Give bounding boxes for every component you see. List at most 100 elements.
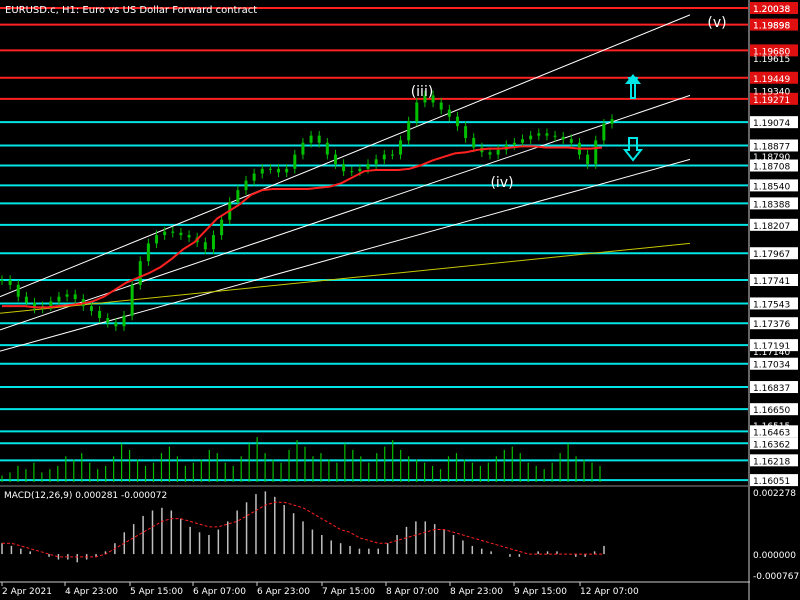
price-tick-label: 1.16515 — [753, 422, 790, 432]
candle-body — [399, 140, 403, 155]
candle-body — [293, 154, 297, 169]
candle-body — [236, 190, 240, 202]
wave-label: (iv) — [490, 175, 513, 191]
candle-body — [447, 109, 451, 117]
candle-body — [130, 284, 134, 316]
candle-body — [252, 173, 256, 181]
channel-line — [0, 242, 691, 314]
level-price-box — [750, 197, 798, 210]
wave-label: (v) — [707, 15, 726, 31]
channel-lines — [0, 14, 691, 352]
wave-labels: (iii) (iv) (v) — [411, 15, 727, 191]
macd-signal-line — [2, 501, 604, 558]
price-tick-label: 1.18790 — [753, 153, 790, 163]
level-price-box — [750, 403, 798, 416]
candle-body — [155, 235, 159, 244]
price-axis: 1.20038 1.19898 1.19680 1.19449 1.19271 1.190… — [748, 0, 799, 600]
candle-body — [333, 154, 337, 165]
level-price-label: 1.18877 — [753, 142, 790, 152]
candle-body — [260, 168, 264, 174]
channel-line — [0, 14, 691, 298]
candle-body — [49, 301, 53, 307]
level-price-box — [750, 44, 798, 57]
level-price-box — [750, 317, 798, 330]
wave-label: (iii) — [411, 84, 434, 100]
level-price-box — [750, 71, 798, 84]
time-tick-label: 12 Apr 07:00 — [580, 587, 639, 597]
level-price-box — [750, 273, 798, 286]
candle-body — [569, 139, 573, 143]
candle-body — [24, 296, 28, 303]
candle-body — [146, 243, 150, 262]
price-tick-label: 1.19615 — [753, 55, 790, 65]
candle-body — [455, 116, 459, 127]
level-price-label: 1.18708 — [753, 162, 790, 172]
level-price-box — [750, 357, 798, 370]
candle-body — [268, 168, 272, 170]
price-tick-label: 1.17140 — [753, 348, 790, 358]
candle-body — [464, 126, 468, 139]
level-price-label: 1.17741 — [753, 277, 790, 287]
channel-line — [0, 158, 691, 352]
candle-body — [431, 95, 435, 103]
level-price-box — [750, 339, 798, 352]
candle-body — [553, 135, 557, 137]
candle-body — [138, 261, 142, 285]
candle-body — [277, 168, 281, 173]
candle-body — [171, 231, 175, 233]
candle-body — [358, 168, 362, 172]
level-price-label: 1.16362 — [753, 440, 790, 450]
level-price-label: 1.16650 — [753, 406, 790, 416]
level-price-box — [750, 139, 798, 152]
candle-body — [586, 154, 590, 165]
level-price-box — [750, 116, 798, 129]
price-series — [0, 90, 614, 332]
candle-body — [89, 306, 93, 311]
candle-body — [366, 164, 370, 169]
candle-body — [512, 142, 516, 146]
level-price-box — [750, 247, 798, 260]
candle-body — [561, 136, 565, 140]
level-price-box — [750, 218, 798, 231]
candle-body — [114, 322, 118, 327]
candle-body — [496, 149, 500, 155]
price-tick-label: 1.19340 — [753, 88, 790, 98]
macd-panel — [1, 491, 605, 563]
candle-body — [163, 231, 167, 236]
level-price-box — [750, 454, 798, 467]
level-price-label: 1.18207 — [753, 222, 790, 232]
ma-line — [2, 145, 603, 309]
candle-body — [57, 296, 61, 302]
candle-body — [350, 171, 354, 173]
level-price-box — [750, 159, 798, 172]
price-tick-label: 1.19898 — [753, 22, 790, 32]
level-price-label: 1.16463 — [753, 428, 790, 438]
level-price-box — [750, 425, 798, 438]
candle-body — [33, 302, 37, 309]
volume-histogram — [1, 437, 601, 482]
candle-body — [179, 232, 183, 236]
candle-body — [472, 138, 476, 148]
level-price-label: 1.18540 — [753, 182, 790, 192]
level-price-label: 1.17191 — [753, 342, 790, 352]
candle-body — [488, 152, 492, 155]
signal-arrows — [622, 74, 644, 162]
macd-tick-label: -0.000767 — [753, 572, 799, 582]
time-tick-label: 6 Apr 07:00 — [193, 587, 246, 597]
time-tick-label: 8 Apr 07:00 — [386, 587, 439, 597]
level-price-label: 1.19449 — [753, 75, 790, 85]
candle-body — [203, 242, 207, 250]
candle-body — [187, 235, 191, 238]
macd-tick-label: 0.002278 — [753, 489, 796, 499]
level-price-label: 1.17543 — [753, 300, 790, 310]
candle-body — [610, 119, 614, 124]
time-tick-label: 7 Apr 15:00 — [322, 587, 375, 597]
candle-body — [65, 294, 69, 297]
level-price-box — [750, 381, 798, 394]
level-price-label: 1.19271 — [753, 96, 790, 106]
candle-body — [211, 235, 215, 250]
candle-body — [594, 140, 598, 165]
level-price-label: 1.16218 — [753, 457, 790, 467]
candle-body — [390, 154, 394, 156]
